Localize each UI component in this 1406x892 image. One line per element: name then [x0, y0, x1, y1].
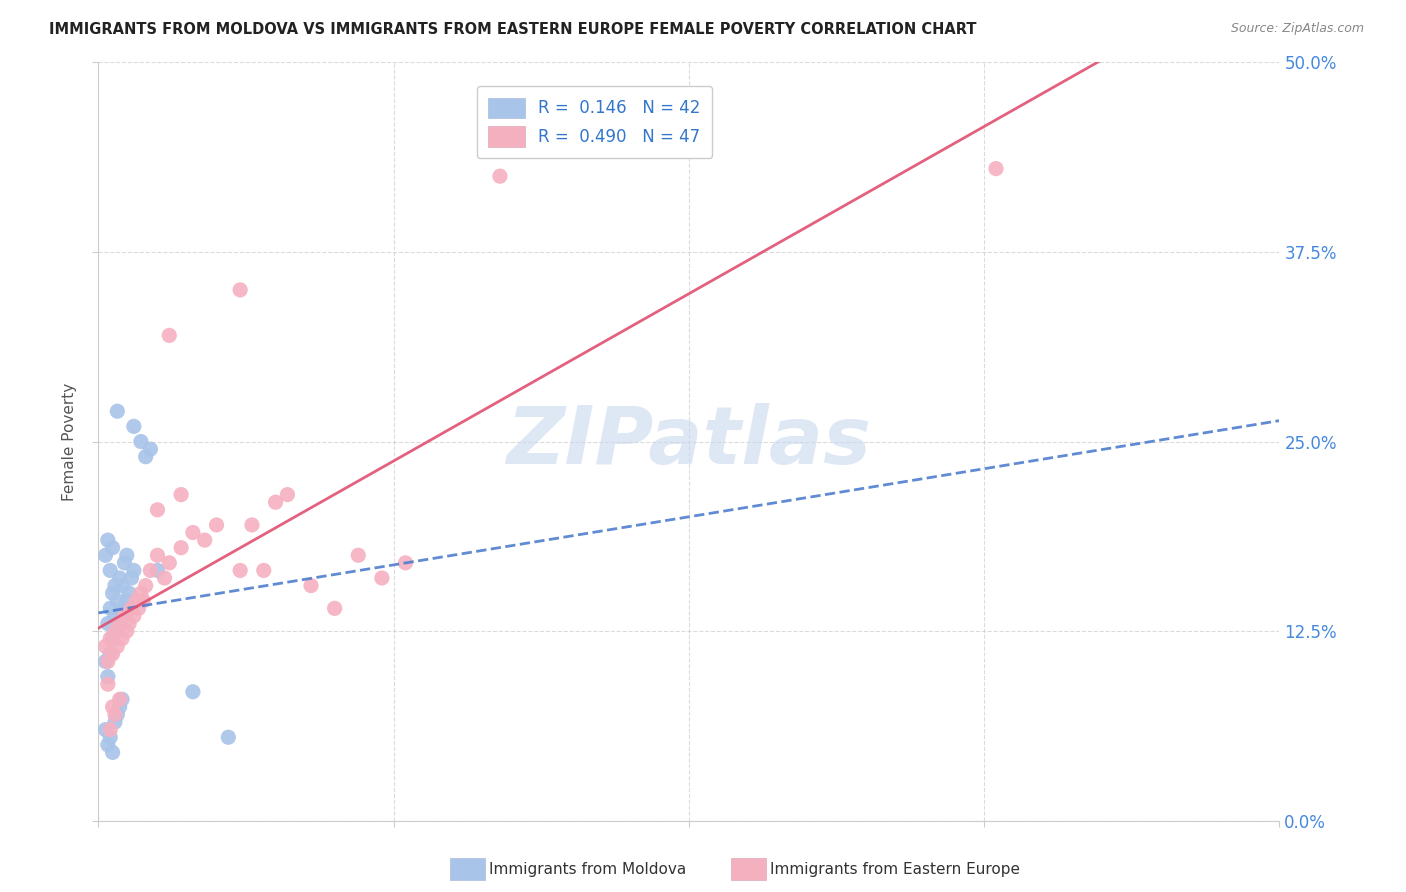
Point [170, 541, 193, 555]
Point [135, 579, 157, 593]
Point [129, 434, 152, 449]
Point [98, 564, 121, 578]
Point [128, 601, 150, 615]
Point [112, 608, 135, 623]
Point [153, 571, 176, 585]
Point [98, 601, 121, 615]
Point [121, 571, 143, 585]
Point [101, 586, 124, 600]
Point [157, 556, 180, 570]
Point [104, 579, 127, 593]
Point [98, 632, 121, 646]
Point [97, 616, 120, 631]
Point [139, 564, 162, 578]
Point [108, 699, 131, 714]
Point [97, 533, 120, 548]
Text: Immigrants from Moldova: Immigrants from Moldova [489, 863, 686, 877]
Point [347, 548, 370, 563]
Point [299, 579, 322, 593]
Point [101, 699, 124, 714]
Point [98, 730, 121, 744]
Point [129, 586, 152, 600]
Point [111, 632, 134, 646]
Point [135, 450, 157, 464]
Point [240, 517, 263, 532]
Point [118, 586, 141, 600]
Point [170, 487, 193, 501]
Point [98, 723, 121, 737]
Point [115, 594, 138, 608]
Point [115, 548, 138, 563]
Point [984, 161, 1007, 176]
Point [108, 692, 131, 706]
Point [98, 647, 121, 661]
Point [394, 556, 416, 570]
Point [108, 616, 131, 631]
Point [108, 616, 131, 631]
Point [115, 624, 138, 639]
Point [104, 624, 127, 639]
Point [94, 723, 117, 737]
Point [105, 707, 128, 722]
Point [229, 564, 252, 578]
Point [146, 564, 169, 578]
Point [97, 655, 120, 669]
Point [101, 632, 124, 646]
Point [94, 639, 117, 653]
Point [121, 601, 143, 615]
Point [97, 669, 120, 683]
Point [101, 647, 124, 661]
Point [205, 517, 228, 532]
Point [111, 692, 134, 706]
Point [125, 594, 148, 608]
Point [104, 715, 127, 730]
Point [276, 487, 298, 501]
Text: Immigrants from Eastern Europe: Immigrants from Eastern Europe [770, 863, 1021, 877]
Point [112, 601, 135, 615]
Point [118, 616, 141, 631]
Point [139, 442, 162, 457]
Point [108, 571, 131, 585]
Point [181, 525, 204, 540]
Point [105, 404, 128, 418]
Y-axis label: Female Poverty: Female Poverty [62, 383, 77, 500]
Point [132, 594, 155, 608]
Point [194, 533, 217, 548]
Point [146, 548, 169, 563]
Point [146, 503, 169, 517]
Point [101, 541, 124, 555]
Point [111, 608, 134, 623]
Point [122, 564, 145, 578]
Point [371, 571, 394, 585]
Point [122, 419, 145, 434]
Point [122, 608, 145, 623]
Point [489, 169, 512, 184]
Point [229, 283, 252, 297]
Point [181, 685, 204, 699]
Point [264, 495, 287, 509]
Point [94, 655, 117, 669]
Point [97, 677, 120, 691]
Point [105, 624, 128, 639]
Point [104, 608, 127, 623]
Point [157, 328, 180, 343]
Text: ZIPatlas: ZIPatlas [506, 402, 872, 481]
Point [101, 746, 124, 760]
Legend: R =  0.146   N = 42, R =  0.490   N = 47: R = 0.146 N = 42, R = 0.490 N = 47 [477, 86, 713, 158]
Point [97, 738, 120, 752]
Point [253, 564, 276, 578]
Point [105, 639, 128, 653]
Point [111, 579, 134, 593]
Text: IMMIGRANTS FROM MOLDOVA VS IMMIGRANTS FROM EASTERN EUROPE FEMALE POVERTY CORRELA: IMMIGRANTS FROM MOLDOVA VS IMMIGRANTS FR… [49, 22, 977, 37]
Point [217, 730, 239, 744]
Point [323, 601, 346, 615]
Text: Source: ZipAtlas.com: Source: ZipAtlas.com [1230, 22, 1364, 36]
Point [112, 556, 135, 570]
Point [94, 548, 117, 563]
Point [105, 594, 128, 608]
Point [104, 707, 127, 722]
